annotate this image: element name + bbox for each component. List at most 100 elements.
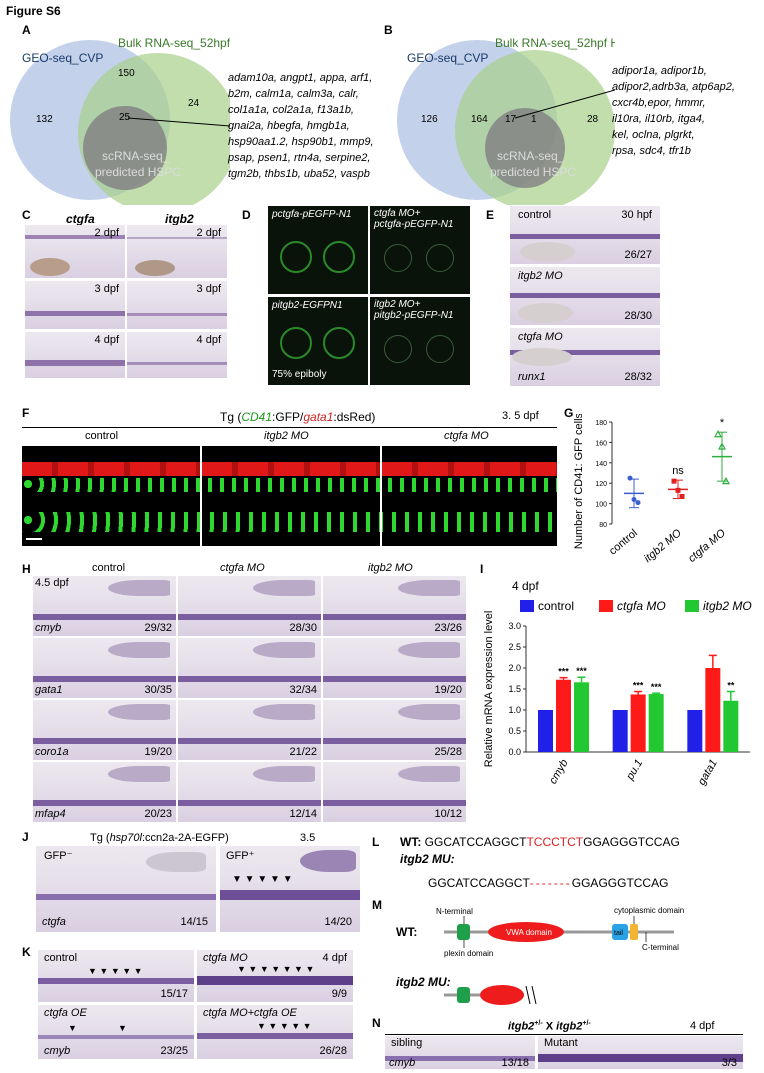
panel-label-m: M bbox=[372, 898, 382, 912]
venn-a-n-right: 24 bbox=[188, 98, 200, 109]
arrowhead-icon: ▼ bbox=[68, 1023, 77, 1033]
panel-h-score: 19/20 bbox=[144, 746, 172, 758]
panel-e-score-itgb2: 28/30 bbox=[624, 310, 652, 322]
panel-label-g: G bbox=[564, 406, 574, 420]
panel-j-left-label: GFP⁻ bbox=[44, 850, 73, 862]
panel-h-stage: 4.5 dpf bbox=[35, 577, 69, 589]
figure-title: Figure S6 bbox=[6, 4, 61, 18]
panel-h-score: 19/20 bbox=[434, 684, 462, 696]
panel-c-stage-3b: 4 dpf bbox=[196, 334, 221, 346]
panel-n-score-left: 13/18 bbox=[501, 1057, 529, 1069]
panel-j-title: Tg (hsp70l:ccn2a-2A-EGFP) bbox=[90, 832, 229, 844]
significance-label: ns bbox=[672, 465, 684, 477]
panel-e-label-control: control bbox=[518, 209, 552, 221]
panel-k-bl-label: ctgfa OE bbox=[44, 1007, 87, 1019]
venn-a-gene-list: adam10a, angpt1, appa, arf1, b2m, calm1a… bbox=[228, 72, 374, 180]
bar bbox=[538, 710, 553, 752]
panel-d-image-tr: ctgfa MO+ pctgfa-pEGFP-N1 bbox=[370, 206, 470, 294]
panel-h-image: 23/26 bbox=[323, 576, 466, 636]
panel-h-score: 10/12 bbox=[434, 808, 462, 820]
panel-n-score-right: 3/3 bbox=[721, 1057, 737, 1069]
panel-label-e: E bbox=[486, 208, 495, 222]
panel-label-f: F bbox=[22, 406, 30, 420]
panel-label-d: D bbox=[242, 208, 251, 222]
venn-diagram-b: GEO-seq_CVP Bulk RNA-seq_52hpf HSPC 126 … bbox=[397, 36, 615, 205]
panel-e-label-ctgfa: ctgfa MO bbox=[518, 331, 563, 343]
panel-i-chart: 4 dpf control ctgfa MO itgb2 MO 0.0 0.5 1.0 1.5… bbox=[483, 579, 752, 787]
panel-c-stage-1a: 2 dpf bbox=[94, 227, 119, 239]
panel-f-col-control: control bbox=[85, 430, 119, 442]
panel-d-image-br: itgb2 MO+ pitgb2-pEGFP-N1 bbox=[370, 297, 470, 385]
panel-h-gene-label: cmyb bbox=[35, 622, 62, 634]
panel-l-wt-sequence: WT: GGCATCCAGGCTTCCCTCTGGAGGGTCCAG bbox=[400, 835, 680, 849]
panel-label-j: J bbox=[22, 830, 29, 844]
panel-h-image: 28/30 bbox=[178, 576, 321, 636]
panel-c-col2-label: itgb2 bbox=[165, 212, 194, 226]
bar bbox=[705, 668, 721, 752]
panel-c-image-itgb2-3dpf: 3 dpf bbox=[127, 281, 227, 329]
legend-label: itgb2 MO bbox=[703, 599, 752, 613]
significance-label: *** bbox=[576, 666, 587, 676]
panel-k-score-4: 26/28 bbox=[319, 1045, 347, 1057]
larva-thumbnail bbox=[398, 704, 460, 720]
venn-b-n-left: 126 bbox=[421, 114, 438, 125]
arrowhead-icon: ▼ ▼ ▼ ▼ ▼ bbox=[232, 874, 293, 885]
panel-e-label-itgb2: itgb2 MO bbox=[518, 270, 563, 282]
panel-c-stage-2b: 3 dpf bbox=[196, 283, 221, 295]
panel-c-stage-3a: 4 dpf bbox=[94, 334, 119, 346]
panel-f-title: Tg (CD41:GFP/gata1:dsRed) bbox=[220, 410, 376, 424]
venn-a-inner-label1: scRNA-seq_ bbox=[102, 149, 170, 163]
venn-diagram-a: GEO-seq_CVP Bulk RNA-seq_52hpf HSPC 132 … bbox=[10, 36, 230, 205]
legend-swatch bbox=[520, 600, 534, 612]
larva-thumbnail bbox=[398, 642, 460, 658]
significance-label: *** bbox=[651, 682, 662, 692]
panel-label-k: K bbox=[22, 945, 31, 959]
data-point bbox=[679, 493, 685, 499]
arrowhead-icon: ▼ ▼ ▼ ▼ ▼ bbox=[257, 1021, 312, 1031]
panel-label-l: L bbox=[372, 835, 380, 849]
panel-h-image: cmyb 4.5 dpf 29/32 bbox=[33, 576, 176, 636]
y-tick-label: 2.0 bbox=[508, 663, 521, 673]
larva-thumbnail bbox=[253, 642, 315, 658]
panel-label-h: H bbox=[22, 562, 31, 576]
x-tick-label: itgb2 MO bbox=[642, 527, 684, 565]
c-terminal-label: C-terminal bbox=[642, 943, 679, 952]
panel-d-tr-label1: ctgfa MO+ bbox=[374, 208, 421, 219]
panel-k-image-oe: ctgfa OE ▼ ▼ cmyb 23/25 bbox=[38, 1005, 194, 1059]
x-tick-label: control bbox=[607, 527, 640, 557]
panel-h-image: coro1a 19/20 bbox=[33, 700, 176, 760]
y-tick-label: 1.5 bbox=[508, 684, 521, 694]
panel-h-col-itgb2: itgb2 MO bbox=[368, 562, 413, 574]
larva-thumbnail bbox=[398, 580, 460, 596]
panel-h-score: 20/23 bbox=[144, 808, 172, 820]
panel-d-br-label1: itgb2 MO+ bbox=[374, 299, 421, 310]
x-tick-label: ctgfa MO bbox=[686, 527, 728, 565]
panel-e-image-control: control 30 hpf 26/27 bbox=[510, 206, 660, 264]
panel-j-image-left: GFP⁻ ctgfa 14/15 bbox=[36, 846, 216, 932]
panel-h-image: 21/22 bbox=[178, 700, 321, 760]
y-axis-label: Number of CD41: GFP cells bbox=[573, 414, 585, 549]
y-tick-label: 100 bbox=[595, 502, 607, 509]
venn-b-n-mid: 164 bbox=[471, 114, 488, 125]
panel-d-stage: 75% epiboly bbox=[272, 369, 327, 380]
bar bbox=[612, 710, 628, 752]
panel-n-cross: itgb2+/- X itgb2+/- bbox=[508, 1020, 591, 1033]
bar bbox=[574, 682, 589, 752]
panel-f-image bbox=[22, 446, 557, 546]
y-tick-label: 3.0 bbox=[508, 621, 521, 631]
panel-n-time: 4 dpf bbox=[690, 1020, 715, 1032]
larva-thumbnail bbox=[253, 704, 315, 720]
legend-swatch bbox=[599, 600, 613, 612]
panel-j-stage: 3.5 bbox=[300, 832, 316, 844]
panel-n-image-sibling: sibling cmyb 13/18 bbox=[385, 1036, 535, 1069]
legend-label: ctgfa MO bbox=[617, 599, 666, 613]
panel-k-tr-label: ctgfa MO bbox=[203, 952, 248, 964]
panel-d-image-bl: pitgb2-EGFPN1 75% epiboly bbox=[268, 297, 368, 385]
panel-label-n: N bbox=[372, 1016, 381, 1030]
plexin-label: plexin domain bbox=[444, 949, 493, 958]
larva-thumbnail bbox=[253, 766, 315, 782]
bar bbox=[556, 679, 571, 752]
larva-thumbnail bbox=[253, 580, 315, 596]
bar bbox=[630, 694, 646, 752]
panel-l-mu-sequence: GGCATCCAGGCT-------GGAGGGTCCAG bbox=[428, 876, 669, 890]
